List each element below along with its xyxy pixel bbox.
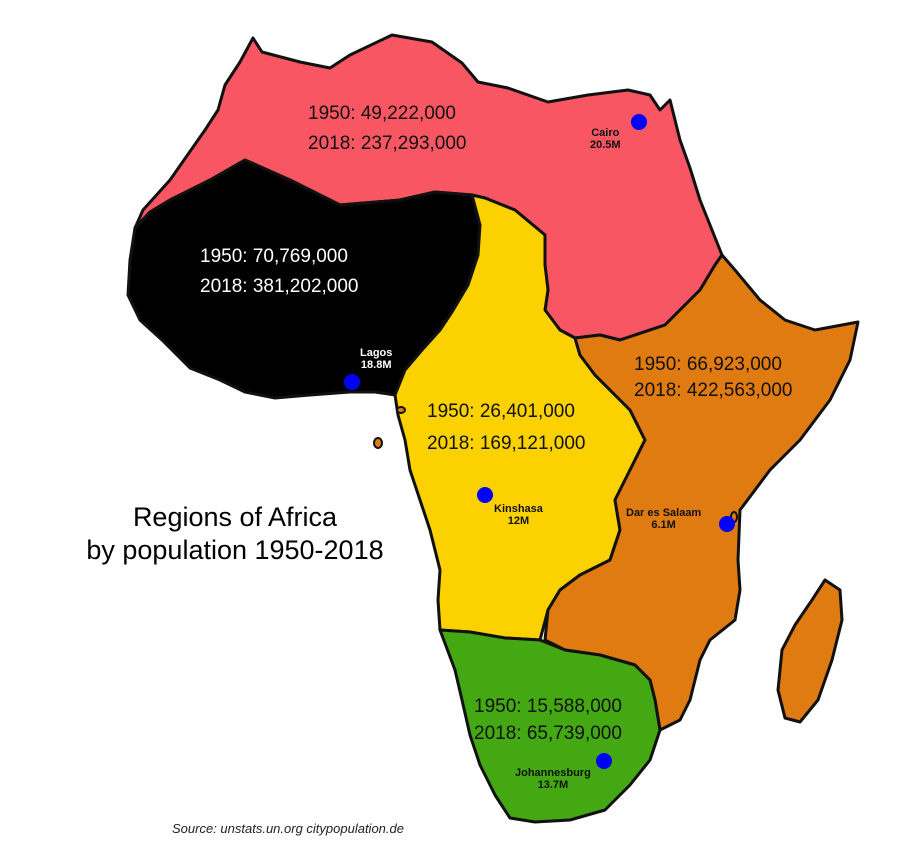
central-pop-2018: 2018: 169,121,000 (427, 433, 586, 454)
city-dot-cairo (631, 114, 647, 130)
sao-tome-island (373, 437, 383, 449)
city-label-kinshasa: Kinshasa 12M (494, 503, 543, 527)
city-pop-kinshasa: 12M (507, 515, 530, 527)
northern-pop-2018: 2018: 237,293,000 (308, 133, 467, 154)
madagascar-island (776, 578, 844, 724)
map-title: Regions of Africa by population 1950-201… (40, 501, 430, 567)
central-pop-1950: 1950: 26,401,000 (427, 401, 575, 422)
city-name-kinshasa: Kinshasa (494, 503, 543, 515)
southern-pop-1950: 1950: 15,588,000 (474, 696, 622, 717)
city-pop-johannesburg: 13.7M (537, 779, 569, 791)
city-name-dar-es-salaam: Dar es Salaam (626, 507, 702, 519)
eastern-africa-population: 1950: 66,923,000 2018: 422,563,000 (634, 355, 793, 400)
northern-africa-population: 1950: 49,222,000 2018: 237,293,000 (308, 104, 467, 153)
southern-africa-population: 1950: 15,588,000 2018: 65,739,000 (474, 697, 622, 743)
city-name-lagos: Lagos (360, 347, 393, 359)
northern-pop-1950: 1950: 49,222,000 (308, 103, 456, 124)
western-pop-1950: 1950: 70,769,000 (200, 246, 348, 267)
western-africa-population: 1950: 70,769,000 2018: 381,202,000 (200, 247, 359, 296)
city-pop-dar-es-salaam: 6.1M (651, 519, 676, 531)
map-title-line2: by population 1950-2018 (86, 535, 384, 565)
city-dot-lagos (344, 374, 360, 390)
region-southern-africa (438, 628, 662, 824)
source-credit: Source: unstats.un.org citypopulation.de (172, 821, 404, 836)
eastern-pop-1950: 1950: 66,923,000 (634, 354, 782, 375)
eastern-pop-2018: 2018: 422,563,000 (634, 380, 793, 401)
southern-pop-2018: 2018: 65,739,000 (474, 723, 622, 744)
city-dot-johannesburg (596, 753, 612, 769)
city-label-lagos: Lagos 18.8M (360, 347, 392, 371)
city-pop-cairo: 20.5M (590, 139, 621, 151)
city-pop-lagos: 18.8M (360, 359, 392, 371)
city-label-cairo: Cairo 20.5M (590, 127, 621, 151)
city-name-johannesburg: Johannesburg (515, 767, 591, 779)
city-label-johannesburg: Johannesburg 13.7M (515, 767, 591, 791)
western-pop-2018: 2018: 381,202,000 (200, 276, 359, 297)
city-name-cairo: Cairo (591, 127, 620, 139)
city-dot-dar-es-salaam (719, 516, 735, 532)
city-dot-kinshasa (477, 487, 493, 503)
map-title-line1: Regions of Africa (132, 502, 338, 532)
city-label-dar-es-salaam: Dar es Salaam 6.1M (626, 507, 701, 531)
bioko-island (396, 406, 406, 414)
central-africa-population: 1950: 26,401,000 2018: 169,121,000 (427, 402, 586, 453)
